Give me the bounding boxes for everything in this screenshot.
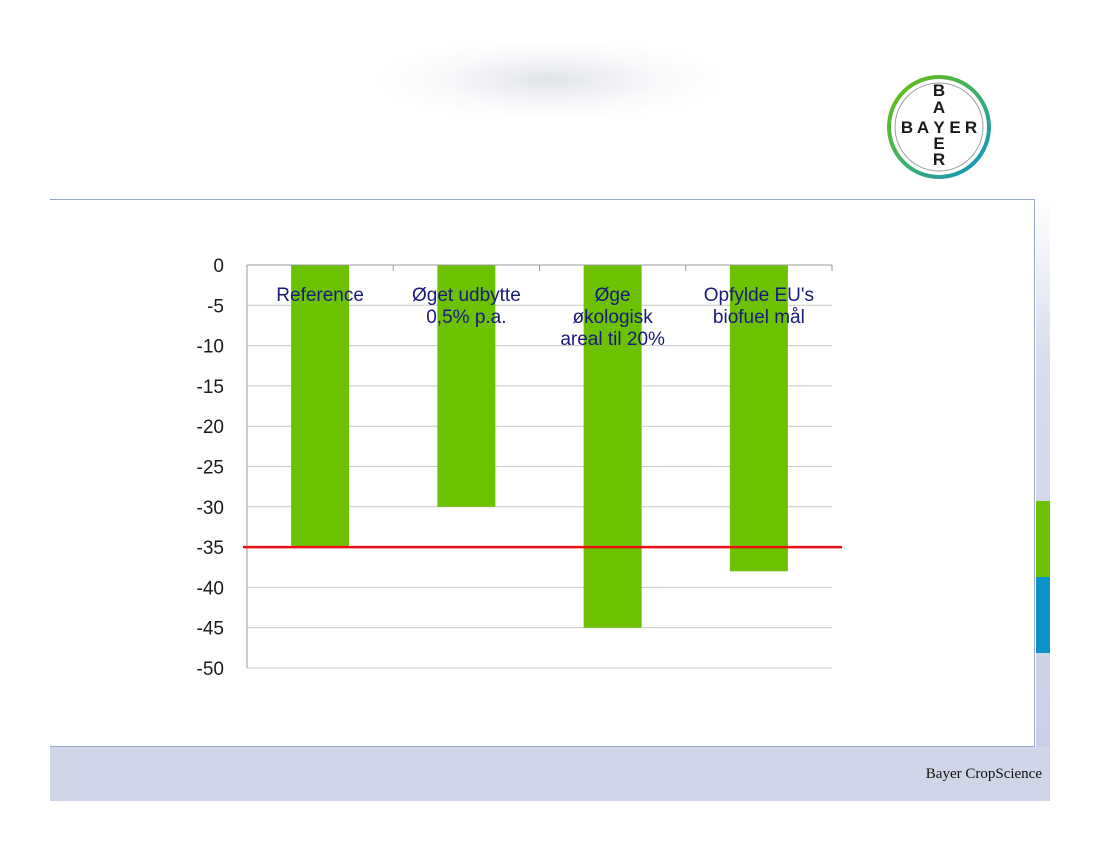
category-label: 0,5% p.a. — [426, 307, 506, 328]
y-tick-label: -50 — [197, 659, 224, 680]
y-tick-label: -40 — [197, 578, 224, 599]
y-tick-label: -45 — [197, 619, 224, 640]
y-tick-label: -15 — [197, 377, 224, 398]
y-tick-label: -35 — [197, 538, 224, 559]
bar — [437, 265, 496, 507]
slide-content-frame — [50, 199, 1035, 747]
y-tick-label: -10 — [197, 337, 224, 358]
y-tick-label: -25 — [197, 458, 224, 479]
logo-letter-vertical: A — [933, 98, 945, 117]
footer-band — [50, 747, 1050, 801]
y-tick-label: -5 — [207, 296, 224, 317]
y-tick-label: -20 — [197, 417, 224, 438]
y-tick-label: 0 — [213, 256, 224, 277]
category-label: areal til 20% — [560, 329, 665, 350]
category-label: Øge — [595, 285, 631, 306]
side-green-block — [1036, 501, 1050, 577]
logo-letter-vertical: B — [933, 81, 945, 100]
bar — [729, 265, 788, 572]
y-tick-label: -30 — [197, 498, 224, 519]
logo-letter-horizontal: A — [917, 118, 929, 137]
category-label: Reference — [276, 285, 364, 306]
side-blue-block — [1036, 577, 1050, 653]
logo-letter-horizontal: E — [949, 118, 960, 137]
logo-letter-vertical: R — [933, 150, 945, 169]
logo-letter-horizontal: Y — [933, 118, 945, 137]
footer-brand-text: Bayer CropScience — [925, 766, 1042, 782]
bar — [291, 265, 350, 548]
category-label: Opfylde EU's — [704, 285, 814, 306]
bar — [583, 265, 642, 628]
logo-letter-horizontal: R — [965, 118, 977, 137]
category-label: biofuel mål — [713, 307, 805, 328]
logo-letter-horizontal: B — [901, 118, 913, 137]
category-label: økologisk — [573, 307, 654, 328]
category-label: Øget udbytte — [412, 285, 521, 306]
header-glow — [380, 40, 720, 120]
logo-letter-vertical: E — [933, 134, 944, 153]
